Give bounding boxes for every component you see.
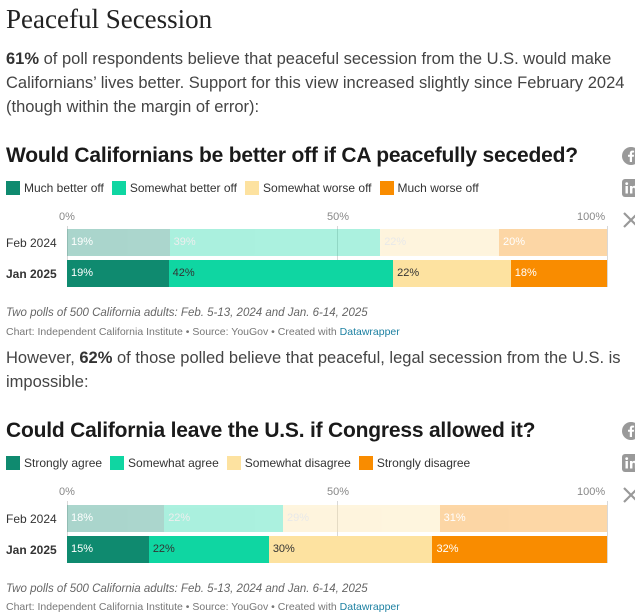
chart-2-title: Could California leave the U.S. if Congr…: [6, 419, 536, 442]
bar-segment: 42%: [168, 260, 394, 287]
bar-row: 19% 39% 22% 20%: [67, 229, 607, 256]
chart-2-legend: Strongly agree Somewhat agree Somewhat dis…: [6, 454, 478, 472]
bar-segment: 19%: [67, 229, 170, 256]
legend-item: Strongly disagree: [358, 456, 471, 470]
legend-item: Somewhat agree: [110, 456, 219, 470]
bar-segment: 22%: [148, 536, 269, 563]
chart-1-credit-text: Chart: Independent California Institute …: [6, 326, 340, 338]
datawrapper-link[interactable]: Datawrapper: [339, 601, 400, 613]
axis-tick-label: 100%: [577, 211, 606, 223]
gridline: [337, 226, 338, 287]
bar-segment: 22%: [393, 260, 511, 287]
linkedin-icon[interactable]: [621, 453, 635, 473]
row-label: Feb 2024: [6, 236, 57, 250]
x-icon[interactable]: [621, 210, 635, 230]
chart-1-title: Would Californians be better off if CA p…: [6, 144, 578, 167]
legend-swatch: [358, 456, 373, 470]
gridline: [67, 226, 68, 287]
legend-label: Somewhat disagree: [244, 456, 351, 470]
middle-text: of those polled believe that peaceful, l…: [6, 349, 621, 391]
axis-tick-label: 50%: [327, 486, 350, 498]
x-icon[interactable]: [621, 485, 635, 505]
bar-segment: 29%: [283, 505, 440, 532]
chart-2-credit-text: Chart: Independent California Institute …: [6, 601, 340, 613]
chart-1-legend: Much better off Somewhat better off Somewh…: [6, 179, 487, 197]
legend-label: Much worse off: [397, 181, 479, 195]
intro-stat: 61%: [6, 50, 40, 68]
bar-segment: 19%: [67, 260, 169, 287]
middle-pre: However,: [6, 349, 80, 367]
intro-text: of poll respondents believe that peacefu…: [6, 50, 625, 116]
chart-1-credit: Chart: Independent California Institute …: [6, 326, 400, 338]
gridline: [607, 226, 608, 287]
intro-paragraph: 61% of poll respondents believe that pea…: [6, 47, 635, 119]
chart-2-credit: Chart: Independent California Institute …: [6, 601, 400, 613]
legend-label: Somewhat agree: [128, 456, 219, 470]
axis-tick-label: 0%: [59, 486, 75, 498]
legend-item: Strongly agree: [6, 456, 102, 470]
middle-paragraph: However, 62% of those polled believe tha…: [6, 346, 635, 394]
gridline: [607, 501, 608, 563]
bar-segment: 30%: [268, 536, 433, 563]
legend-swatch: [245, 181, 260, 195]
axis-tick-label: 50%: [327, 211, 350, 223]
legend-label: Strongly disagree: [376, 456, 471, 470]
legend-item: Somewhat better off: [111, 181, 238, 195]
row-label: Feb 2024: [6, 512, 57, 526]
bar-segment: 32%: [432, 536, 607, 563]
legend-label: Strongly agree: [24, 456, 103, 470]
bar-segment: 39%: [169, 229, 381, 256]
row-label: Jan 2025: [6, 267, 57, 281]
legend-swatch: [110, 456, 125, 470]
legend-item: Somewhat disagree: [226, 456, 351, 470]
bar-segment: 15%: [67, 536, 149, 563]
facebook-icon[interactable]: [621, 146, 635, 166]
legend-label: Somewhat better off: [129, 181, 238, 195]
legend-swatch: [6, 456, 20, 470]
legend-item: Somewhat worse off: [245, 181, 372, 195]
bar-row: 15% 22% 30% 32%: [67, 536, 607, 563]
gridline: [67, 501, 68, 563]
bar-segment: 18%: [67, 505, 165, 532]
row-label: Jan 2025: [6, 543, 57, 557]
legend-swatch: [6, 181, 20, 195]
bar-segment: 18%: [510, 260, 607, 287]
gridline: [337, 501, 338, 563]
axis-tick-label: 100%: [577, 486, 606, 498]
legend-swatch: [226, 456, 241, 470]
bar-row: 19% 42% 22% 18%: [67, 260, 607, 287]
bar-segment: 20%: [499, 229, 607, 256]
legend-label: Somewhat worse off: [263, 181, 372, 195]
bar-row: 18% 22% 29% 31%: [67, 505, 607, 532]
chart-1-note: Two polls of 500 California adults: Feb.…: [6, 307, 368, 319]
legend-swatch: [379, 181, 394, 195]
legend-item: Much worse off: [379, 181, 479, 195]
bar-segment: 31%: [439, 505, 607, 532]
bar-segment: 22%: [380, 229, 499, 256]
chart-2-note: Two polls of 500 California adults: Feb.…: [6, 583, 368, 595]
page-title: Peaceful Secession: [6, 4, 213, 34]
middle-stat: 62%: [79, 349, 113, 367]
datawrapper-link[interactable]: Datawrapper: [339, 326, 400, 338]
legend-item: Much better off: [6, 181, 104, 195]
bar-segment: 22%: [164, 505, 283, 532]
facebook-icon[interactable]: [621, 421, 635, 441]
legend-label: Much better off: [24, 181, 104, 195]
legend-swatch: [111, 181, 126, 195]
axis-tick-label: 0%: [59, 211, 75, 223]
linkedin-icon[interactable]: [621, 178, 635, 198]
